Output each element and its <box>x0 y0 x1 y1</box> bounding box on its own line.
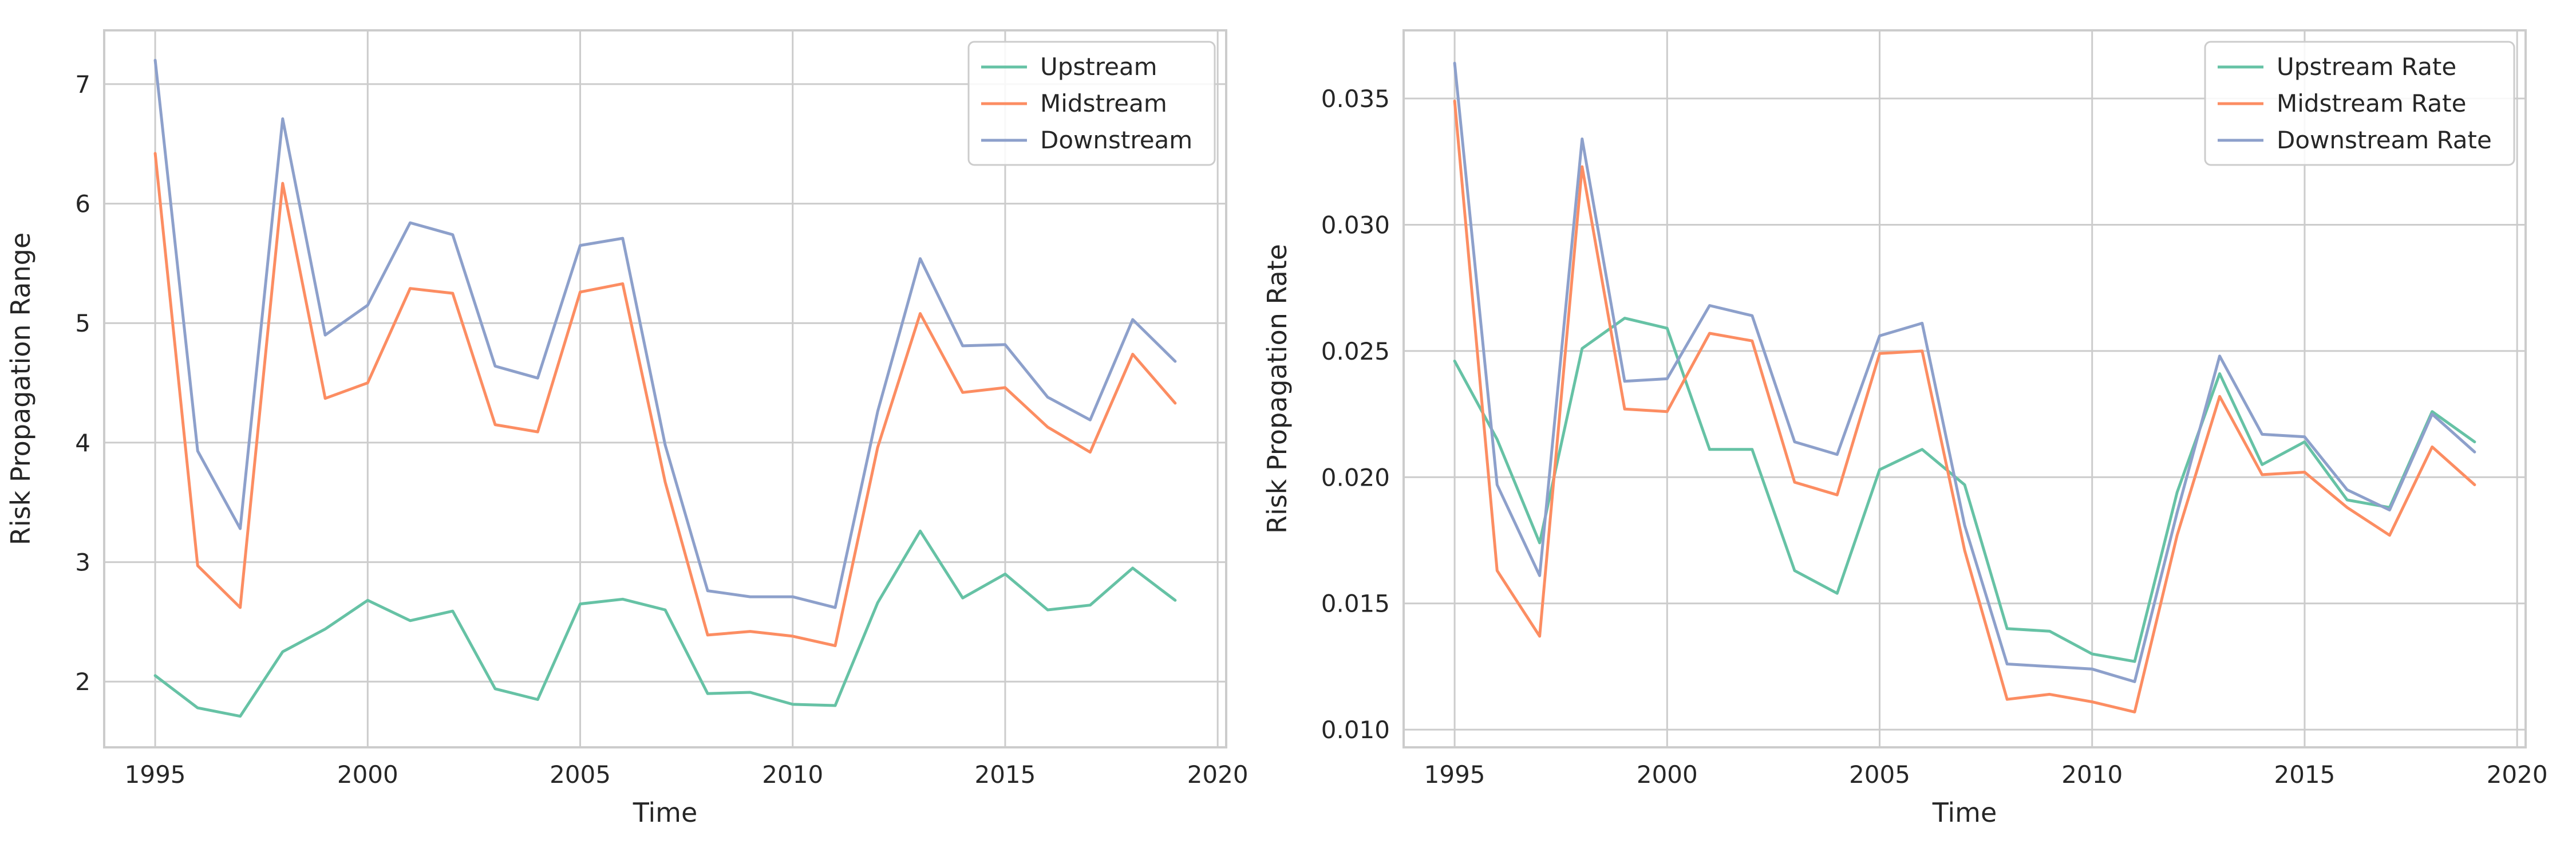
y-tick-label: 0.015 <box>1321 590 1390 618</box>
legend-label-midstream-rate: Midstream Rate <box>2277 89 2466 117</box>
y-tick-label: 2 <box>75 668 90 696</box>
y-axis-label: Risk Propagation Rate <box>1262 244 1293 534</box>
x-axis-label: Time <box>1932 797 1997 828</box>
x-tick-label: 2010 <box>762 761 823 789</box>
x-tick-label: 2000 <box>337 761 398 789</box>
panel-risk-propagation-range: 1995 2000 2005 2010 2015 2020 2 3 4 5 6 7 Time Risk P… <box>5 29 1249 828</box>
legend-label-upstream-rate: Upstream Rate <box>2277 53 2456 81</box>
y-axis-label: Risk Propagation Range <box>5 233 36 545</box>
legend-label-downstream-rate: Downstream Rate <box>2277 126 2492 154</box>
legend-box <box>967 41 1216 166</box>
y-tick-label: 0.010 <box>1321 716 1390 744</box>
series-line-midstream <box>153 152 1177 648</box>
x-tick-label: 2020 <box>2487 761 2548 789</box>
y-tick-label: 6 <box>75 190 90 218</box>
legend-box <box>2204 41 2515 166</box>
y-tick-label: 0.025 <box>1321 337 1390 365</box>
x-tick-label: 1995 <box>1424 761 1485 789</box>
legend-label-upstream: Upstream <box>1040 53 1157 81</box>
y-tick-label: 0.035 <box>1321 85 1390 113</box>
x-tick-label: 2015 <box>2274 761 2335 789</box>
y-tick-label: 3 <box>75 549 90 577</box>
x-tick-label: 2005 <box>1849 761 1910 789</box>
x-axis-label: Time <box>633 797 698 828</box>
legend-label-downstream: Downstream <box>1040 126 1192 154</box>
axes-frame <box>1402 29 2527 748</box>
y-tick-label: 0.030 <box>1321 211 1390 239</box>
y-tick-label: 0.020 <box>1321 463 1390 491</box>
axes-frame <box>103 29 1227 748</box>
series-line-downstream-rate <box>1453 61 2476 683</box>
y-tick-label: 4 <box>75 429 90 457</box>
y-tick-label: 5 <box>75 309 90 337</box>
x-tick-label: 2010 <box>2061 761 2123 789</box>
legend-label-midstream: Midstream <box>1040 89 1167 117</box>
panel-risk-propagation-rate: 1995 2000 2005 2010 2015 2020 0.010 0.015 0.020 0… <box>1262 29 2548 828</box>
legend: Upstream Rate Midstream Rate Downstream Ra… <box>2204 41 2515 166</box>
x-tick-label: 2015 <box>974 761 1036 789</box>
series-line-upstream-rate <box>1453 317 2476 663</box>
x-tick-label: 2000 <box>1637 761 1698 789</box>
x-tick-label: 2005 <box>550 761 611 789</box>
legend: Upstream Midstream Downstream <box>967 41 1216 166</box>
x-tick-label: 1995 <box>125 761 186 789</box>
series-line-downstream <box>153 58 1177 609</box>
series-line-upstream <box>153 529 1177 718</box>
y-tick-label: 7 <box>75 70 90 98</box>
x-tick-label: 2020 <box>1187 761 1249 789</box>
series-line-midstream-rate <box>1453 99 2476 714</box>
